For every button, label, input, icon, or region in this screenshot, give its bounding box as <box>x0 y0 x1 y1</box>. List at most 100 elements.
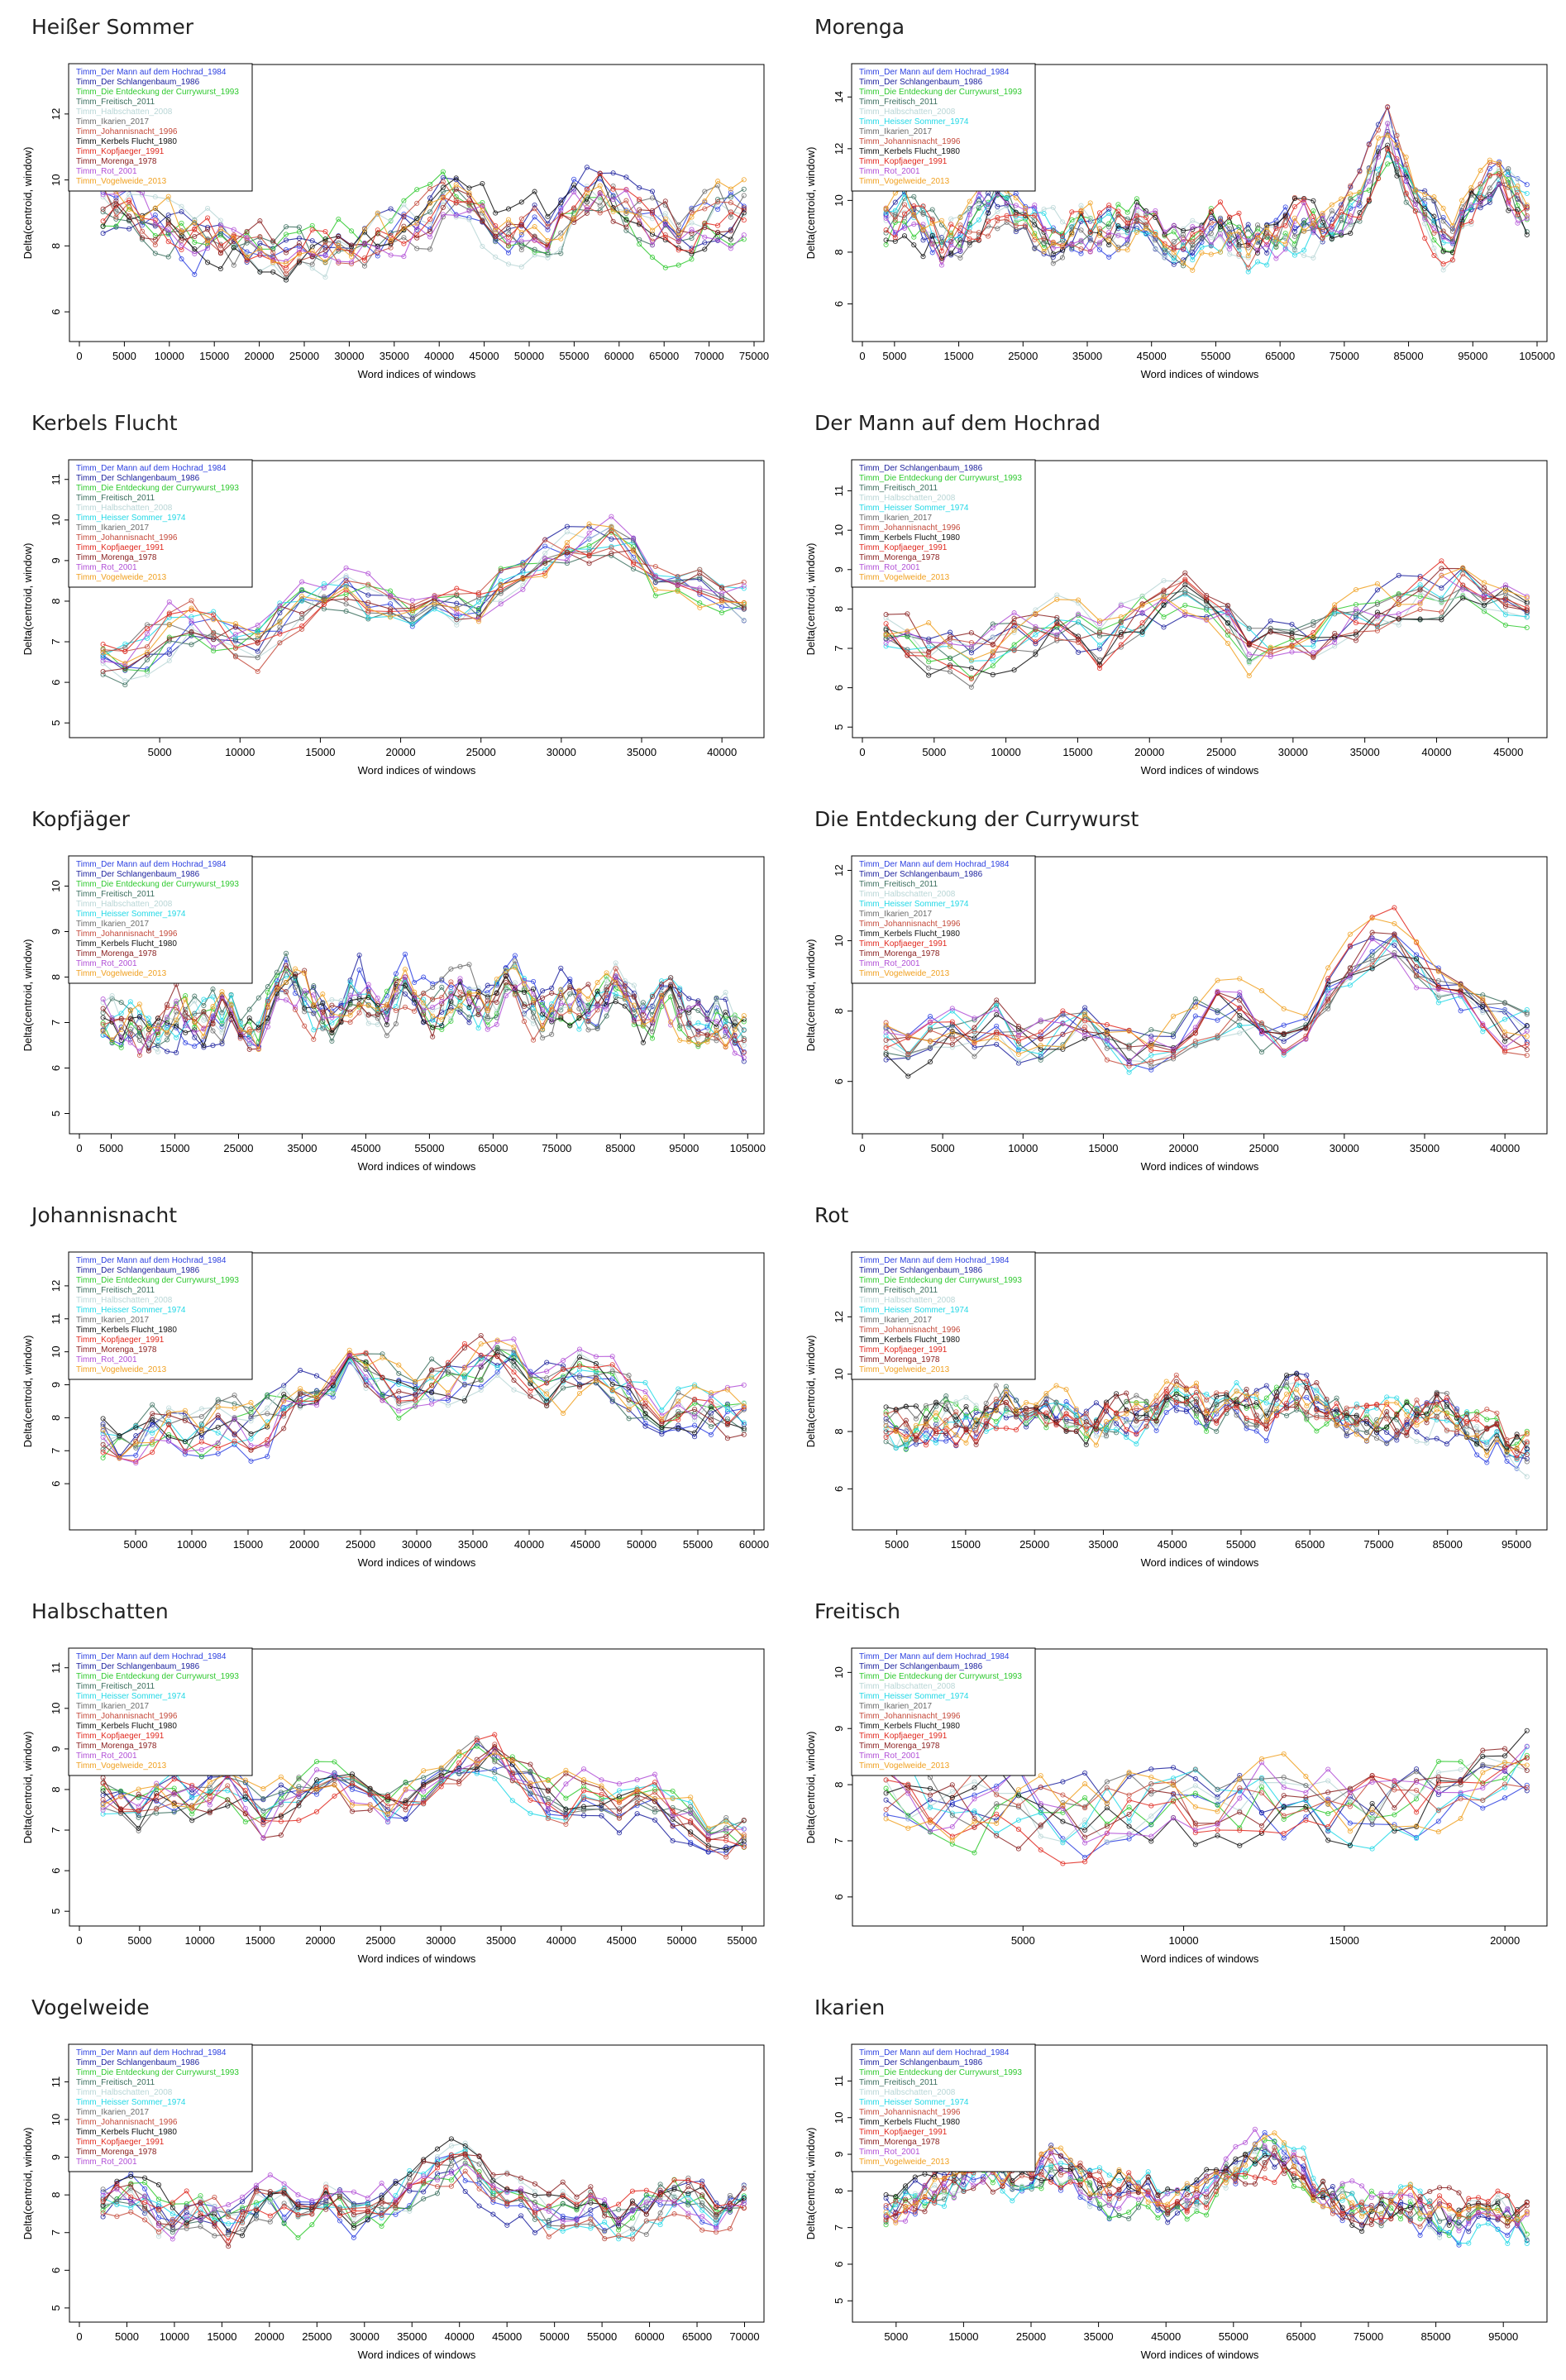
data-point <box>127 1026 133 1032</box>
data-point <box>1182 576 1188 582</box>
data-point <box>520 586 526 592</box>
x-tick-label: 95000 <box>669 1142 699 1154</box>
data-point <box>118 1035 124 1040</box>
data-point <box>396 1408 402 1414</box>
data-point <box>388 206 394 212</box>
x-tick-label: 40000 <box>707 746 737 758</box>
data-point <box>901 211 908 217</box>
data-point <box>901 233 908 239</box>
data-point <box>883 632 889 638</box>
data-point <box>511 1336 517 1342</box>
data-point <box>215 1404 221 1410</box>
x-tick-label: 75000 <box>1330 350 1359 362</box>
data-point <box>640 1022 646 1028</box>
data-point <box>1254 222 1261 228</box>
data-point <box>1347 973 1353 978</box>
data-point <box>1515 176 1521 182</box>
data-point <box>232 1393 237 1398</box>
data-point <box>1208 231 1214 237</box>
data-point <box>649 993 656 1000</box>
data-point <box>732 1050 738 1056</box>
data-point <box>689 220 695 226</box>
data-point <box>1480 1022 1486 1028</box>
data-point <box>1208 210 1214 216</box>
x-tick-label: 105000 <box>1519 350 1554 362</box>
data-point <box>561 1378 566 1384</box>
data-point <box>1284 1379 1290 1385</box>
data-point <box>265 1003 270 1010</box>
data-point <box>1494 1410 1500 1416</box>
data-point <box>338 1020 344 1025</box>
data-point <box>336 260 341 265</box>
data-point <box>626 1416 632 1422</box>
data-point <box>972 1054 977 1059</box>
data-point <box>609 550 614 557</box>
data-point <box>723 990 728 996</box>
data-point <box>1273 244 1279 250</box>
data-point <box>429 1401 435 1407</box>
data-point <box>990 648 995 654</box>
data-point <box>728 214 733 220</box>
chart-svg: 5000 10000 15000 20000 25000 30000 35000 400005… <box>21 459 765 777</box>
data-point <box>689 251 695 257</box>
data-point <box>1478 194 1483 200</box>
data-point <box>1033 610 1038 616</box>
x-tick-label: 25000 <box>1249 1142 1279 1154</box>
data-point <box>1114 1391 1120 1397</box>
data-point <box>384 1022 389 1028</box>
data-point <box>330 1369 336 1375</box>
data-point <box>1236 229 1242 235</box>
data-point <box>1038 1046 1043 1052</box>
data-point <box>1301 199 1307 205</box>
data-point <box>1439 609 1444 615</box>
x-tick-label: 35000 <box>380 350 409 362</box>
data-point <box>430 1013 436 1019</box>
data-point <box>1237 1030 1243 1036</box>
data-point <box>715 229 721 235</box>
data-point <box>692 1417 698 1423</box>
data-point <box>686 996 692 1001</box>
data-point <box>1254 226 1261 232</box>
data-point <box>1063 1403 1069 1408</box>
data-point <box>1332 643 1338 649</box>
x-tick-label: 0 <box>76 350 82 362</box>
data-point <box>152 194 158 200</box>
data-point <box>1217 224 1224 230</box>
data-point <box>1502 1038 1508 1044</box>
data-point <box>198 1454 204 1460</box>
data-point <box>283 989 289 995</box>
data-point <box>677 1023 683 1029</box>
data-point <box>576 1355 583 1360</box>
data-point <box>1403 199 1409 205</box>
legend-entry: Timm_Johannisnacht_1996 <box>859 920 961 929</box>
data-point <box>430 1017 436 1023</box>
data-point <box>1353 638 1359 643</box>
data-point <box>927 1014 933 1020</box>
data-point <box>943 1426 949 1431</box>
data-point <box>320 1018 326 1024</box>
data-point <box>320 992 326 997</box>
data-point <box>741 1042 747 1048</box>
data-point <box>402 967 408 973</box>
data-point <box>155 1024 161 1030</box>
data-point <box>948 216 954 222</box>
data-point <box>205 260 211 265</box>
data-point <box>248 1406 254 1412</box>
data-point <box>1417 616 1423 622</box>
data-point <box>1384 1416 1390 1422</box>
data-point <box>363 1364 369 1369</box>
data-point <box>1163 1403 1169 1409</box>
x-tick-label: 95000 <box>1502 1538 1531 1551</box>
data-point <box>1214 1402 1220 1407</box>
data-point <box>412 1008 418 1014</box>
data-point <box>1227 246 1233 252</box>
x-tick-label: 0 <box>859 746 865 758</box>
data-point <box>122 678 128 684</box>
data-point <box>211 648 217 654</box>
data-point <box>100 1032 106 1039</box>
legend-entry: Timm_Freitisch_2011 <box>76 890 155 899</box>
legend-entry: Timm_Ikarien_2017 <box>859 514 932 523</box>
data-point <box>883 1057 889 1063</box>
data-point <box>1192 1030 1198 1036</box>
data-point <box>388 606 394 612</box>
